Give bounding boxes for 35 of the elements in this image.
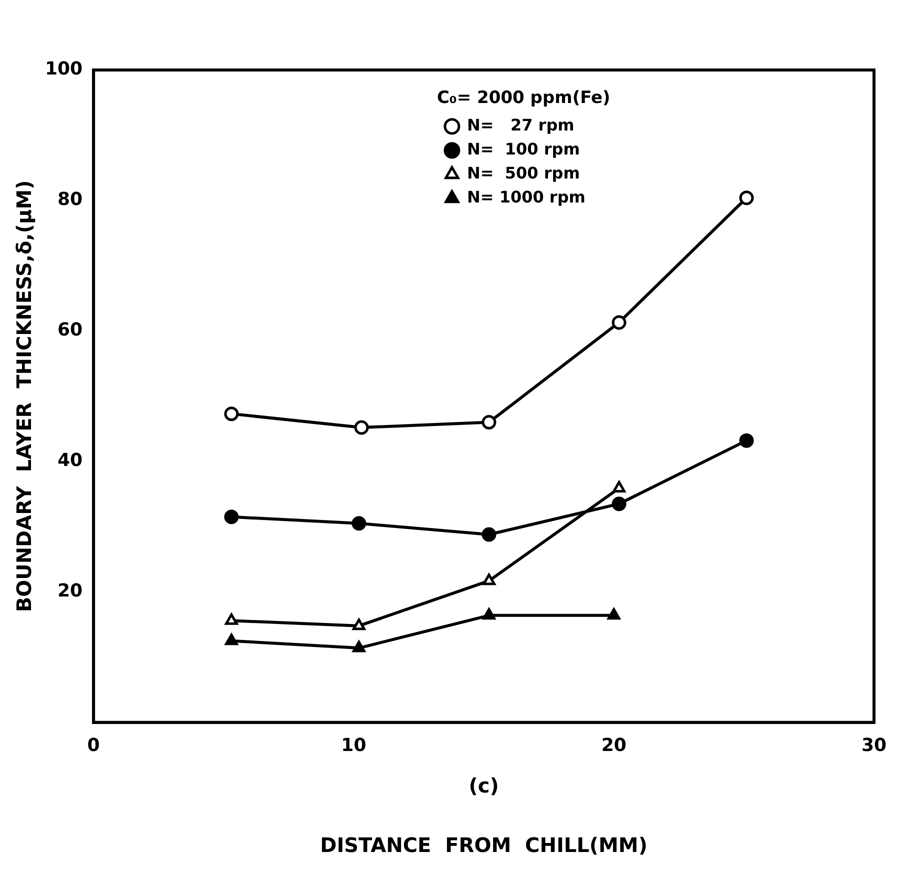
point	[225, 613, 238, 625]
legend-label: N= 100 rpm	[466, 140, 580, 159]
point	[224, 510, 239, 524]
point	[739, 433, 754, 448]
point	[482, 527, 496, 542]
point	[482, 415, 496, 430]
x-tick-label: 0	[87, 734, 100, 756]
point	[352, 640, 366, 652]
y-tick-label: 20	[58, 580, 83, 602]
x-axis-title: DISTANCE FROM CHILL(MM)	[320, 833, 648, 858]
text: (c)	[468, 773, 499, 798]
y-tick-label: 80	[58, 189, 83, 210]
y-tick-label: 40	[58, 450, 83, 472]
point	[225, 634, 238, 646]
point	[739, 190, 754, 206]
point	[607, 608, 620, 620]
x-tick-label: 20	[601, 734, 626, 756]
x-tick-label: 10	[341, 734, 366, 756]
point	[612, 480, 626, 492]
legend-label: N= 27 rpm	[466, 116, 574, 135]
legend-title: C₀= 2000 ppm(Fe)	[436, 88, 610, 108]
point	[612, 315, 626, 330]
point	[612, 496, 626, 512]
point	[482, 608, 496, 620]
point	[354, 420, 369, 435]
y-tick-label: 60	[58, 320, 83, 341]
y-tick-label: 100	[44, 58, 83, 80]
legend-label: N= 500 rpm	[466, 164, 580, 183]
point	[352, 618, 366, 630]
point	[224, 406, 239, 422]
point	[482, 574, 496, 586]
x-tick-label: 30	[861, 734, 887, 756]
legend-label: N= 1000 rpm	[466, 188, 586, 207]
point	[352, 516, 366, 531]
y-axis-title: BOUNDARY LAYER THICKNESS,δ,(μM)	[12, 180, 36, 612]
